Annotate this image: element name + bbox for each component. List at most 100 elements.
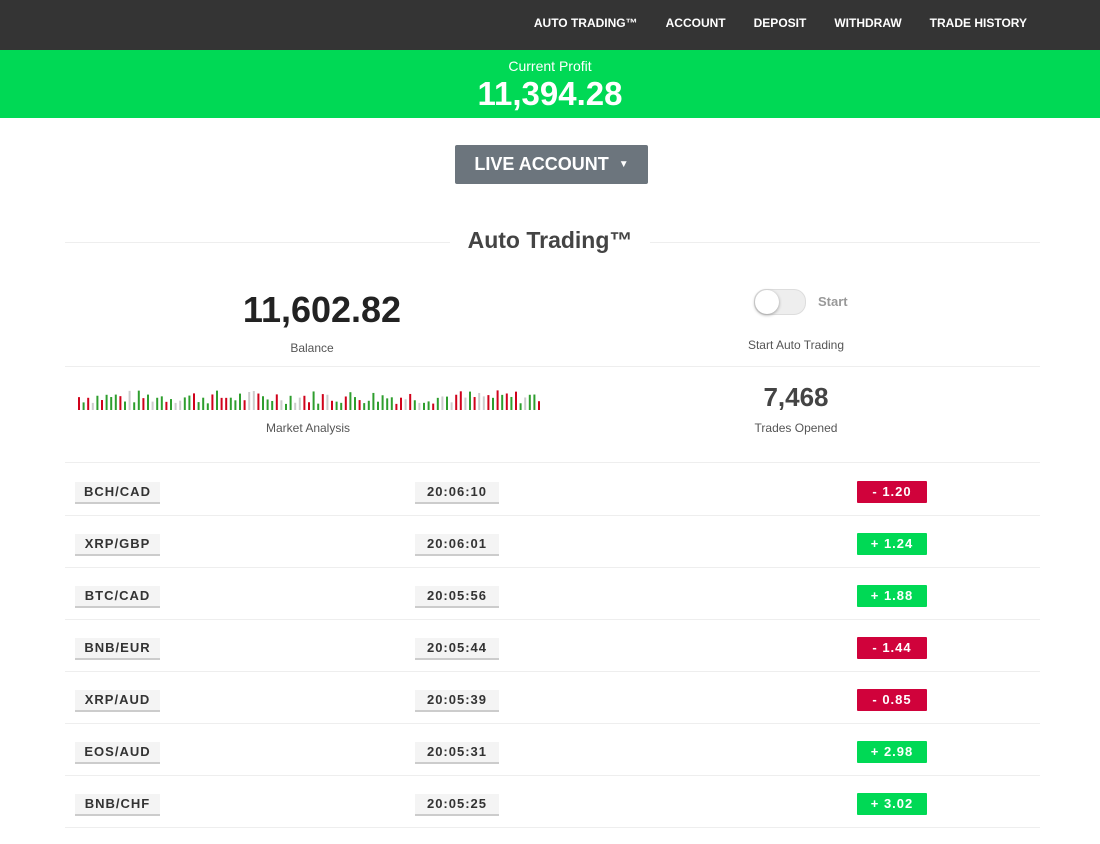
market-bar xyxy=(294,402,297,410)
market-bar xyxy=(358,400,361,410)
market-bar xyxy=(206,403,209,410)
market-bar xyxy=(174,402,177,410)
market-bar xyxy=(156,397,159,410)
market-bar xyxy=(496,390,499,410)
market-bar xyxy=(87,397,90,410)
row-divider xyxy=(65,723,1040,724)
market-bar xyxy=(275,394,278,410)
market-bar xyxy=(335,401,338,410)
nav-item[interactable]: WITHDRAW xyxy=(834,16,902,30)
market-bar xyxy=(234,400,237,410)
market-bar xyxy=(354,397,356,410)
market-bar xyxy=(225,397,228,410)
market-bar xyxy=(151,401,154,410)
profit-label: Current Profit xyxy=(508,58,592,74)
market-bar xyxy=(349,392,352,410)
market-bar xyxy=(478,392,481,410)
market-bar xyxy=(377,401,379,410)
trades-label: Trades Opened xyxy=(754,421,838,435)
row-divider xyxy=(65,671,1040,672)
account-button[interactable]: LIVE ACCOUNT ▼ xyxy=(455,145,648,184)
market-label: Market Analysis xyxy=(265,421,351,435)
pair-badge: BCH/CAD xyxy=(75,482,160,504)
nav-item[interactable]: AUTO TRADING™ xyxy=(533,16,638,30)
market-bar xyxy=(193,393,195,410)
market-bar xyxy=(436,397,439,410)
market-bar xyxy=(271,400,274,410)
market-bar xyxy=(510,396,513,410)
nav-bar: AUTO TRADING™ ACCOUNT DEPOSIT WITHDRAW TRADE… xyxy=(0,0,1100,50)
market-bar xyxy=(91,402,94,410)
market-bar xyxy=(216,390,218,410)
market-bar xyxy=(400,397,402,410)
market-bar xyxy=(487,395,490,410)
market-bar xyxy=(170,399,172,410)
market-bar xyxy=(533,394,536,410)
market-bar xyxy=(252,391,255,410)
market-bar xyxy=(538,401,540,410)
market-bar xyxy=(298,397,301,410)
market-bar xyxy=(432,403,435,410)
market-bar xyxy=(441,396,444,410)
market-bar xyxy=(257,393,260,410)
market-bar xyxy=(124,401,126,410)
market-bar xyxy=(446,396,448,410)
market-bar xyxy=(243,400,246,410)
market-bar xyxy=(390,397,393,410)
nav-item[interactable]: ACCOUNT xyxy=(665,16,726,30)
divider xyxy=(65,462,1040,463)
row-divider xyxy=(65,827,1040,828)
change-badge: - 1.20 xyxy=(857,481,927,503)
market-bar xyxy=(344,396,347,410)
market-bar xyxy=(101,400,103,410)
market-bar xyxy=(128,390,131,410)
toggle-knob xyxy=(755,290,779,314)
market-bar xyxy=(482,396,485,410)
market-bar xyxy=(289,395,292,410)
market-bar xyxy=(133,402,136,410)
profit-banner: Current Profit 11,394.28 xyxy=(0,50,1100,118)
change-badge: - 1.44 xyxy=(857,637,927,659)
market-bar xyxy=(455,394,458,410)
market-bar xyxy=(96,395,99,410)
pair-badge: BNB/EUR xyxy=(75,638,160,660)
market-bar xyxy=(413,400,416,410)
time-badge: 20:05:39 xyxy=(415,690,499,712)
pair-badge: BNB/CHF xyxy=(75,794,160,816)
time-badge: 20:06:01 xyxy=(415,534,499,556)
change-badge: + 2.98 xyxy=(857,741,927,763)
row-divider xyxy=(65,775,1040,776)
market-bar xyxy=(303,395,306,410)
divider xyxy=(65,366,1040,367)
market-bar xyxy=(473,397,476,410)
pair-badge: BTC/CAD xyxy=(75,586,160,608)
market-bar xyxy=(142,398,145,410)
balance-value: 11,602.82 xyxy=(242,289,402,330)
market-bar xyxy=(450,402,453,410)
market-bar xyxy=(285,403,287,410)
section-title: Auto Trading™ xyxy=(450,227,650,254)
market-bar xyxy=(326,394,329,410)
row-divider xyxy=(65,515,1040,516)
market-bar xyxy=(266,399,269,410)
market-bar xyxy=(308,402,310,410)
market-bar xyxy=(239,393,241,410)
market-bar xyxy=(105,394,108,410)
market-bar xyxy=(110,397,113,410)
market-bar xyxy=(229,397,232,410)
market-bar xyxy=(459,391,462,410)
market-bar xyxy=(197,402,200,410)
account-button-text: LIVE ACCOUNT xyxy=(474,154,609,174)
nav-item[interactable]: TRADE HISTORY xyxy=(929,16,1027,30)
market-bar xyxy=(427,401,430,410)
row-divider xyxy=(65,619,1040,620)
market-bar xyxy=(492,397,494,410)
market-bar xyxy=(165,401,168,410)
change-badge: + 3.02 xyxy=(857,793,927,815)
market-bar xyxy=(528,394,531,410)
toggle[interactable] xyxy=(754,289,806,315)
market-bar xyxy=(262,396,264,410)
market-bar xyxy=(78,397,80,410)
nav-item[interactable]: DEPOSIT xyxy=(753,16,807,30)
